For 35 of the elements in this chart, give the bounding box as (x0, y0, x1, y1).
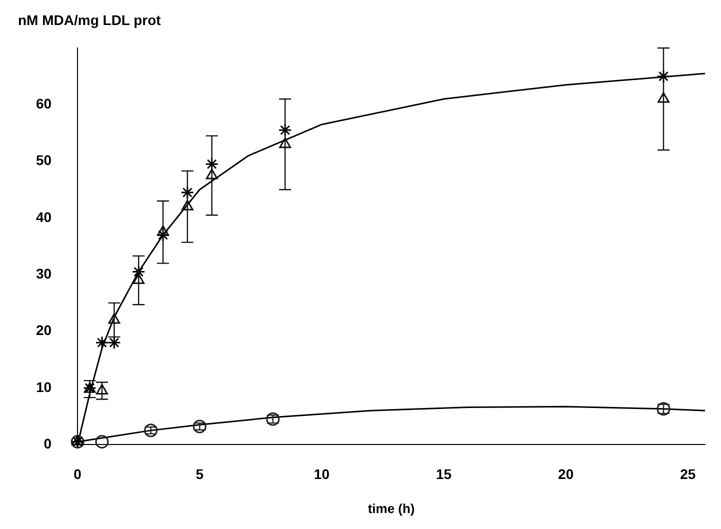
x-tick-label: 5 (196, 466, 204, 482)
x-tick-label: 0 (74, 466, 82, 482)
point (107, 336, 121, 350)
point (192, 420, 206, 434)
point (181, 200, 194, 210)
y-tick-label: 10 (36, 378, 52, 395)
x-tick-label: 10 (314, 466, 330, 482)
point (72, 435, 84, 446)
x-tick-label: 15 (436, 466, 452, 482)
y-tick-label: 50 (36, 152, 52, 168)
point (279, 138, 292, 148)
point (96, 384, 108, 395)
point (144, 424, 158, 438)
point (656, 70, 670, 84)
point (206, 168, 218, 180)
y-tick-label: 30 (36, 265, 52, 282)
y-tick-label: 60 (36, 96, 52, 112)
point (95, 336, 109, 350)
point (658, 92, 670, 103)
y-tick-label: 20 (36, 322, 52, 338)
point (157, 225, 169, 236)
point (108, 313, 120, 324)
point (95, 435, 109, 449)
x-tick-label: 20 (558, 466, 574, 482)
x-axis-title: time (h) (368, 500, 415, 516)
y-tick-label: 0 (44, 435, 52, 452)
point (132, 265, 146, 279)
point (205, 157, 219, 171)
y-axis-title: nM MDA/mg LDL prot (18, 12, 162, 28)
point (132, 274, 145, 284)
point (180, 186, 194, 200)
y-tick-label: 40 (36, 208, 52, 225)
x-tick-label: 25 (680, 466, 696, 482)
point (278, 123, 292, 137)
point (156, 228, 170, 242)
